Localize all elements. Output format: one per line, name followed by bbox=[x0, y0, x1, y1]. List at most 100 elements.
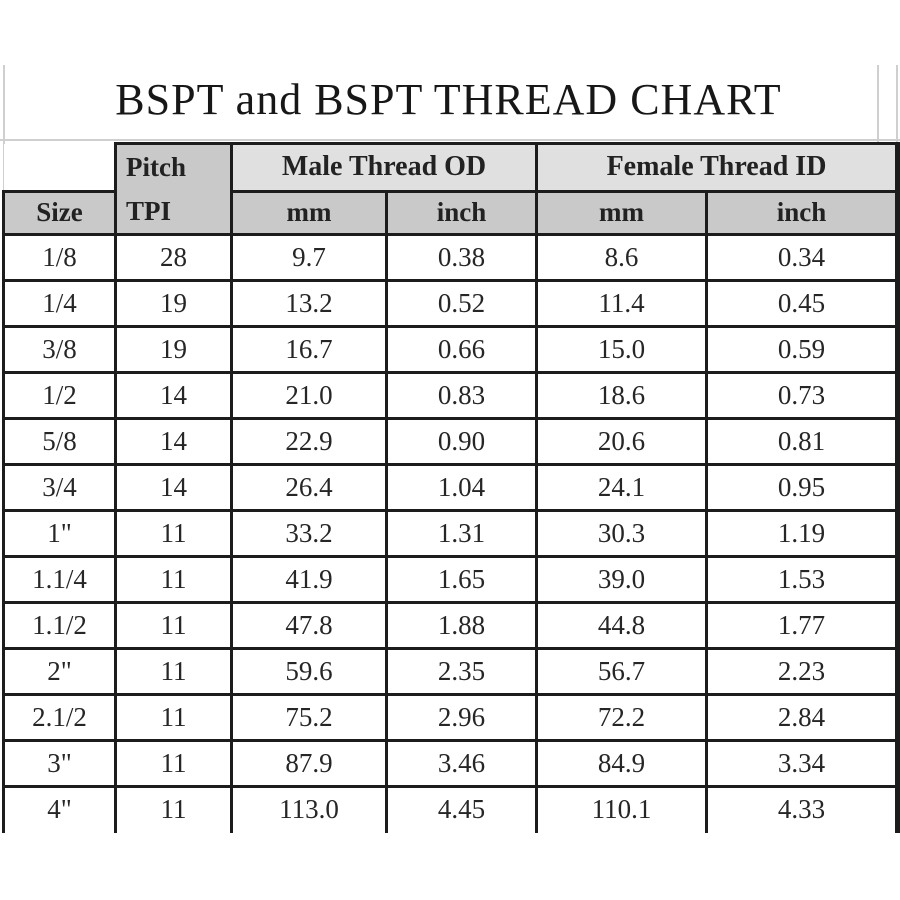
size-cell: 3" bbox=[2, 739, 117, 788]
table-row: 1/8 28 9.7 0.38 8.6 0.34 bbox=[2, 233, 900, 282]
table-row: 3/4 14 26.4 1.04 24.1 0.95 bbox=[2, 463, 900, 512]
female-mm-cell: 20.6 bbox=[535, 417, 708, 466]
male-mm-cell: 13.2 bbox=[230, 279, 388, 328]
tpi-cell: 11 bbox=[114, 647, 233, 696]
male-inch-cell: 4.45 bbox=[385, 785, 538, 833]
thread-chart-table: Pitch TPI Male Thread OD Female Thread I… bbox=[2, 142, 900, 833]
male-mm-cell: 21.0 bbox=[230, 371, 388, 420]
male-mm-cell: 26.4 bbox=[230, 463, 388, 512]
pitch-label: Pitch bbox=[126, 152, 186, 182]
male-mm-cell: 22.9 bbox=[230, 417, 388, 466]
male-inch-cell: 3.46 bbox=[385, 739, 538, 788]
male-inch-cell: 1.65 bbox=[385, 555, 538, 604]
male-inch-cell: 2.96 bbox=[385, 693, 538, 742]
tpi-cell: 14 bbox=[114, 463, 233, 512]
male-mm-cell: 9.7 bbox=[230, 233, 388, 282]
scan-rule-left bbox=[3, 65, 5, 191]
size-cell: 5/8 bbox=[2, 417, 117, 466]
male-inch-cell: 0.83 bbox=[385, 371, 538, 420]
male-mm-cell: 87.9 bbox=[230, 739, 388, 788]
male-mm-cell: 16.7 bbox=[230, 325, 388, 374]
female-mm-cell: 110.1 bbox=[535, 785, 708, 833]
page-title: BSPT and BSPT THREAD CHART bbox=[115, 74, 782, 124]
size-cell: 1" bbox=[2, 509, 117, 558]
tpi-cell: 11 bbox=[114, 739, 233, 788]
female-inch-cell: 0.59 bbox=[705, 325, 900, 374]
col-header-size: Size bbox=[2, 190, 117, 236]
female-inch-cell: 2.84 bbox=[705, 693, 900, 742]
female-inch-cell: 0.34 bbox=[705, 233, 900, 282]
female-mm-cell: 84.9 bbox=[535, 739, 708, 788]
col-header-male-mm: mm bbox=[230, 190, 388, 236]
tpi-cell: 11 bbox=[114, 509, 233, 558]
male-inch-cell: 1.31 bbox=[385, 509, 538, 558]
table-row: 2.1/2 11 75.2 2.96 72.2 2.84 bbox=[2, 693, 900, 742]
male-inch-cell: 1.88 bbox=[385, 601, 538, 650]
female-mm-cell: 72.2 bbox=[535, 693, 708, 742]
tpi-label: TPI bbox=[126, 196, 172, 226]
size-cell: 1/4 bbox=[2, 279, 117, 328]
tpi-cell: 14 bbox=[114, 371, 233, 420]
size-cell: 1.1/2 bbox=[2, 601, 117, 650]
female-mm-cell: 39.0 bbox=[535, 555, 708, 604]
scan-rule-horizontal bbox=[0, 139, 900, 141]
male-mm-cell: 113.0 bbox=[230, 785, 388, 833]
female-mm-cell: 30.3 bbox=[535, 509, 708, 558]
male-mm-cell: 33.2 bbox=[230, 509, 388, 558]
table-row: 4" 11 113.0 4.45 110.1 4.33 bbox=[2, 785, 900, 833]
size-cell: 1/8 bbox=[2, 233, 117, 282]
female-mm-cell: 15.0 bbox=[535, 325, 708, 374]
female-inch-cell: 0.73 bbox=[705, 371, 900, 420]
size-cell: 1/2 bbox=[2, 371, 117, 420]
table-row: 5/8 14 22.9 0.90 20.6 0.81 bbox=[2, 417, 900, 466]
table-row: 1.1/2 11 47.8 1.88 44.8 1.77 bbox=[2, 601, 900, 650]
size-cell: 2.1/2 bbox=[2, 693, 117, 742]
male-mm-cell: 47.8 bbox=[230, 601, 388, 650]
scan-rule-right-outer bbox=[896, 65, 898, 142]
col-header-male-inch: inch bbox=[385, 190, 538, 236]
col-header-female-inch: inch bbox=[705, 190, 900, 236]
tpi-cell: 14 bbox=[114, 417, 233, 466]
male-inch-cell: 0.90 bbox=[385, 417, 538, 466]
table-row: 2" 11 59.6 2.35 56.7 2.23 bbox=[2, 647, 900, 696]
male-inch-cell: 1.04 bbox=[385, 463, 538, 512]
female-mm-cell: 18.6 bbox=[535, 371, 708, 420]
col-header-pitch-tpi: Pitch TPI bbox=[114, 142, 233, 236]
size-cell: 1.1/4 bbox=[2, 555, 117, 604]
female-mm-cell: 24.1 bbox=[535, 463, 708, 512]
tpi-cell: 11 bbox=[114, 785, 233, 833]
group-header-male-thread-od: Male Thread OD bbox=[230, 142, 538, 193]
size-cell: 4" bbox=[2, 785, 117, 833]
scan-rule-right-inner bbox=[877, 65, 879, 142]
tpi-cell: 11 bbox=[114, 693, 233, 742]
table-body: 1/8 28 9.7 0.38 8.6 0.34 1/4 19 13.2 0.52 11.4 0.45… bbox=[2, 233, 900, 833]
female-inch-cell: 1.19 bbox=[705, 509, 900, 558]
female-inch-cell: 4.33 bbox=[705, 785, 900, 833]
size-cell: 3/4 bbox=[2, 463, 117, 512]
tpi-cell: 19 bbox=[114, 325, 233, 374]
female-inch-cell: 0.45 bbox=[705, 279, 900, 328]
blank-corner-cell bbox=[3, 143, 116, 192]
female-inch-cell: 0.95 bbox=[705, 463, 900, 512]
female-mm-cell: 56.7 bbox=[535, 647, 708, 696]
tpi-cell: 28 bbox=[114, 233, 233, 282]
male-mm-cell: 75.2 bbox=[230, 693, 388, 742]
female-inch-cell: 1.53 bbox=[705, 555, 900, 604]
table-row: 1.1/4 11 41.9 1.65 39.0 1.53 bbox=[2, 555, 900, 604]
male-inch-cell: 0.38 bbox=[385, 233, 538, 282]
table-row: 1/4 19 13.2 0.52 11.4 0.45 bbox=[2, 279, 900, 328]
table-row: 1/2 14 21.0 0.83 18.6 0.73 bbox=[2, 371, 900, 420]
table-row: 3" 11 87.9 3.46 84.9 3.34 bbox=[2, 739, 900, 788]
female-inch-cell: 1.77 bbox=[705, 601, 900, 650]
female-inch-cell: 0.81 bbox=[705, 417, 900, 466]
group-header-female-thread-id: Female Thread ID bbox=[535, 142, 900, 193]
table-row: 1" 11 33.2 1.31 30.3 1.19 bbox=[2, 509, 900, 558]
male-inch-cell: 0.66 bbox=[385, 325, 538, 374]
male-inch-cell: 0.52 bbox=[385, 279, 538, 328]
male-inch-cell: 2.35 bbox=[385, 647, 538, 696]
size-cell: 2" bbox=[2, 647, 117, 696]
tpi-cell: 11 bbox=[114, 601, 233, 650]
col-header-female-mm: mm bbox=[535, 190, 708, 236]
size-cell: 3/8 bbox=[2, 325, 117, 374]
tpi-cell: 11 bbox=[114, 555, 233, 604]
